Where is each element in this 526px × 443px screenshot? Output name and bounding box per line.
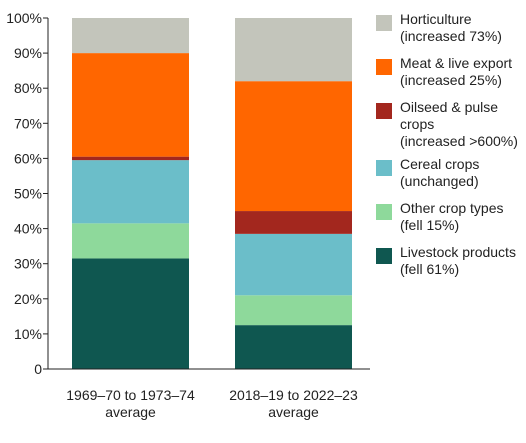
x-category-label: 2018–19 to 2022–23 average	[229, 387, 358, 420]
bar-segment	[72, 156, 189, 161]
legend-swatch	[376, 15, 392, 31]
bars	[72, 18, 352, 369]
x-category-label: 1969–70 to 1973–74 average	[66, 387, 195, 420]
legend-item: Meat & live export (increased 25%)	[376, 55, 526, 89]
y-tick-label: 0	[34, 361, 42, 377]
y-tick-label: 100%	[6, 10, 42, 26]
bar-segment	[72, 160, 189, 224]
y-tick-label: 40%	[14, 221, 42, 237]
legend-swatch	[376, 248, 392, 264]
y-tick-label: 50%	[14, 186, 42, 202]
legend-label: Cereal crops	[400, 156, 480, 172]
legend-item: Horticulture (increased 73%)	[376, 11, 526, 45]
legend-label: (fell 61%)	[400, 261, 460, 277]
y-tick-label: 70%	[14, 115, 42, 131]
bar-segment	[72, 223, 189, 259]
legend-label: Horticulture	[400, 11, 472, 27]
legend-label: (increased 73%)	[400, 28, 502, 44]
legend: Horticulture (increased 73%) Meat & live e…	[376, 11, 526, 278]
legend-item: Oilseed & pulse crops (increased >600%)	[376, 99, 526, 150]
legend-label: crops	[400, 116, 435, 132]
legend-label: Oilseed & pulse	[400, 99, 499, 115]
y-tick-label: 90%	[14, 45, 42, 61]
bar-segment	[72, 18, 189, 54]
bar-segment	[235, 325, 352, 369]
y-tick-label: 10%	[14, 326, 42, 342]
y-axis: 0 10% 20% 30% 40% 50% 60% 70% 80% 90% 100%	[6, 10, 49, 377]
legend-item: Cereal crops (unchanged)	[376, 156, 526, 190]
bar-segment	[235, 295, 352, 326]
bar-segment	[235, 233, 352, 296]
legend-label: Meat & live export	[400, 55, 513, 71]
bar-segment	[235, 81, 352, 212]
bar-segment	[72, 53, 189, 157]
legend-label: (fell 15%)	[400, 217, 460, 233]
bar-segment	[235, 18, 352, 82]
legend-label: Other crop types	[400, 200, 504, 216]
y-tick-label: 80%	[14, 80, 42, 96]
y-tick-label: 20%	[14, 291, 42, 307]
legend-swatch	[376, 59, 392, 75]
legend-item: Livestock products (fell 61%)	[376, 244, 526, 278]
bar-segment	[72, 258, 189, 369]
bar-segment	[235, 211, 352, 234]
legend-label: (increased 25%)	[400, 72, 502, 88]
legend-swatch	[376, 103, 392, 119]
legend-swatch	[376, 204, 392, 220]
legend-item: Other crop types (fell 15%)	[376, 200, 526, 234]
y-tick-label: 60%	[14, 150, 42, 166]
legend-label: Livestock products	[400, 244, 516, 260]
y-tick-label: 30%	[14, 256, 42, 272]
legend-swatch	[376, 160, 392, 176]
x-axis: 1969–70 to 1973–74 average 2018–19 to 2022…	[48, 368, 370, 420]
legend-label: (increased >600%)	[400, 133, 518, 149]
legend-label: (unchanged)	[400, 173, 479, 189]
